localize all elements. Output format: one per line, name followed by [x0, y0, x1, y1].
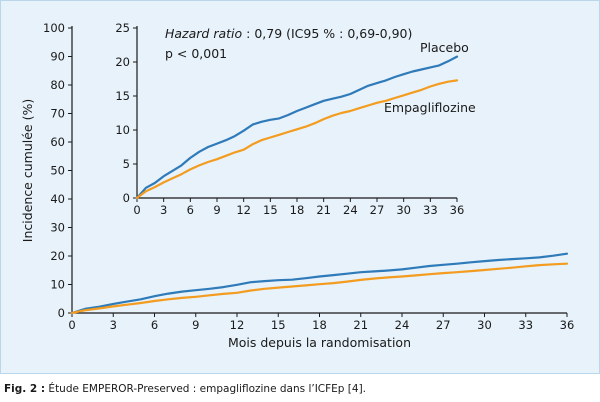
y-axis-title: Incidence cumulée (%)	[20, 99, 35, 242]
main-y-tick-label: 70	[50, 107, 65, 121]
main-y-tick-label: 90	[50, 50, 65, 64]
main-x-tick-label: 33	[518, 318, 533, 332]
main-x-tick-label: 27	[436, 318, 451, 332]
main-y-tick-label: 40	[50, 192, 65, 206]
inset-x-tick-label: 0	[133, 203, 140, 217]
main-x-tick-label: 24	[395, 318, 410, 332]
main-x-tick-label: 3	[110, 318, 117, 332]
inset-y-tick-label: 20	[115, 55, 130, 69]
main-x-tick-label: 0	[68, 318, 75, 332]
hazard-ratio-label: Hazard ratio	[165, 26, 243, 41]
series-label-empagliflozine: Empagliflozine	[384, 100, 476, 115]
inset-x-tick-label: 12	[236, 203, 251, 217]
inset-x-tick-label: 15	[263, 203, 278, 217]
main-y-tick-label: 50	[50, 164, 65, 178]
inset-y-tick-label: 25	[115, 21, 130, 35]
main-y-tick-label: 30	[50, 221, 65, 235]
inset-x-tick-label: 36	[450, 203, 465, 217]
main-y-tick-label: 10	[50, 278, 65, 292]
inset-series-line-placebo	[135, 55, 459, 200]
main-series-line-placebo	[70, 252, 569, 315]
hazard-ratio-value: : 0,79 (IC95 % : 0,69-0,90)	[242, 26, 412, 41]
figure-caption: Fig. 2 : Étude EMPEROR-Preserved : empag…	[4, 383, 366, 395]
main-y-tick-label: 80	[50, 78, 65, 92]
main-y-tick-label: 60	[50, 135, 65, 149]
main-x-tick-label: 12	[230, 318, 245, 332]
caption-label: Fig. 2 :	[4, 383, 46, 395]
inset-x-tick-label: 33	[423, 203, 438, 217]
series-label-placebo: Placebo	[420, 40, 469, 55]
main-x-tick-label: 36	[560, 318, 575, 332]
inset-x-tick-label: 30	[396, 203, 411, 217]
main-y-tick-label: 20	[50, 249, 65, 263]
inset-y-tick-label: 0	[123, 191, 130, 205]
main-series-line-empagliflozine	[70, 262, 569, 315]
inset-y-tick-label: 5	[123, 157, 130, 171]
inset-x-tick-label: 9	[213, 203, 220, 217]
inset-y-tick-label: 10	[115, 123, 130, 137]
inset-x-tick-label: 3	[160, 203, 167, 217]
main-x-tick-label: 9	[192, 318, 199, 332]
main-x-tick-label: 30	[477, 318, 492, 332]
kaplan-meier-chart: 0 3 6 9 12 15 18 21 24 27 30 33 36010203040506070809…	[20, 21, 574, 350]
main-x-tick-label: 6	[151, 318, 158, 332]
p-value-annotation: p < 0,001	[165, 46, 227, 61]
inset-x-tick-label: 24	[343, 203, 358, 217]
main-y-tick-label: 100	[43, 21, 65, 35]
figure-frame	[0, 0, 600, 374]
inset-y-tick-label: 15	[115, 89, 130, 103]
main-x-tick-label: 21	[353, 318, 368, 332]
inset-x-tick-label: 27	[370, 203, 385, 217]
main-y-tick-label: 0	[58, 306, 65, 320]
inset-x-tick-label: 21	[316, 203, 331, 217]
main-x-tick-label: 18	[312, 318, 327, 332]
main-x-tick-label: 15	[271, 318, 286, 332]
hazard-ratio-annotation: Hazard ratio : 0,79 (IC95 % : 0,69-0,90)	[165, 26, 412, 41]
x-axis-title: Mois depuis la randomisation	[228, 335, 411, 350]
inset-x-tick-label: 18	[290, 203, 305, 217]
main-plot: 0 3 6 9 12 15 18 21 24 27 30 33 36010203040506070809…	[20, 21, 574, 350]
inset-x-tick-label: 6	[187, 203, 194, 217]
caption-text: Étude EMPEROR-Preserved : empagliflozine…	[45, 383, 367, 395]
inset-series-line-empagliflozine	[135, 79, 459, 200]
